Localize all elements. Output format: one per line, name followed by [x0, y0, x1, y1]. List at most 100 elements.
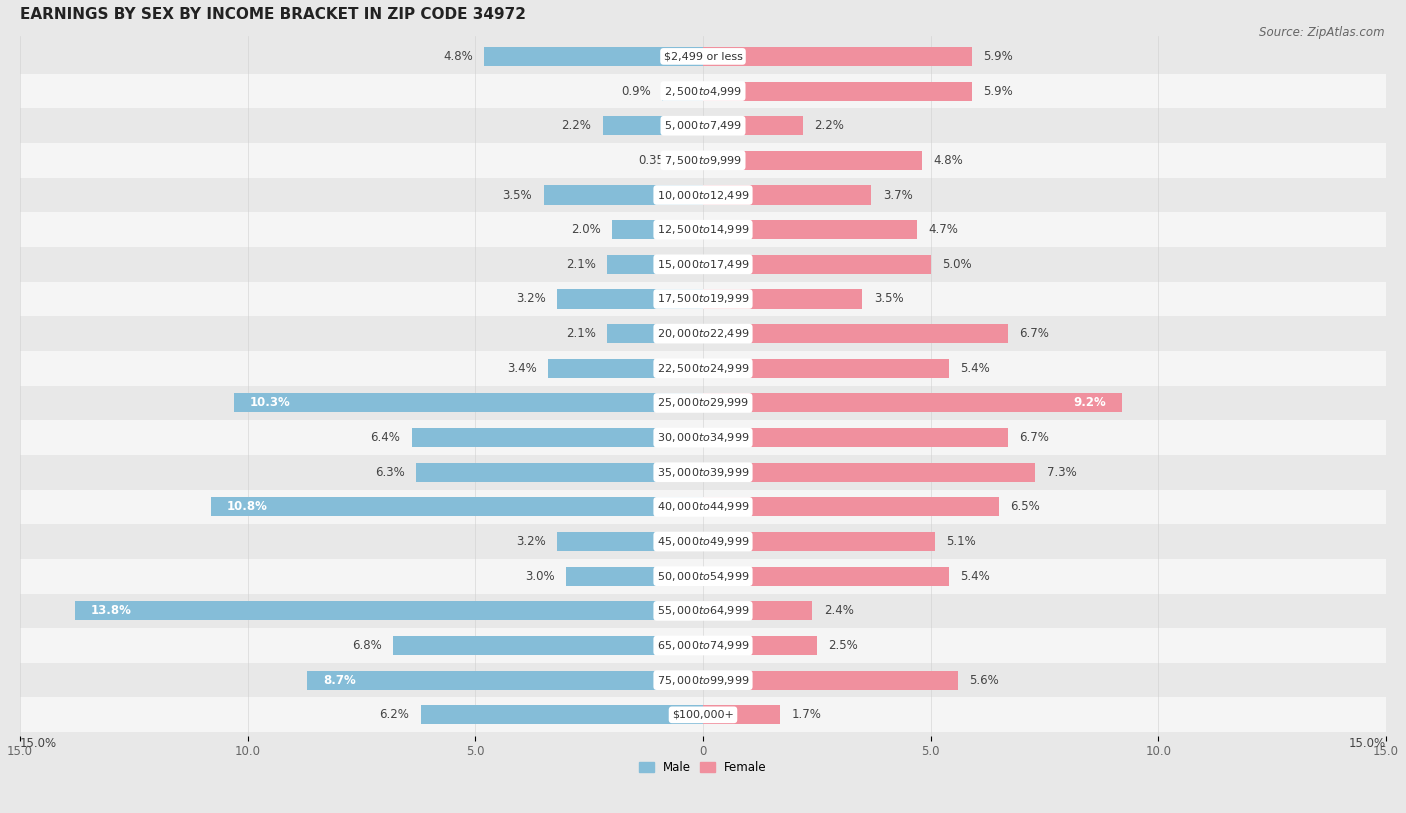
Text: $7,500 to $9,999: $7,500 to $9,999 [664, 154, 742, 167]
Bar [20, 559, 1386, 593]
Bar [20, 628, 1386, 663]
Bar [703, 81, 972, 101]
Bar [703, 151, 921, 170]
Text: 6.2%: 6.2% [380, 708, 409, 721]
Text: 3.0%: 3.0% [526, 570, 555, 583]
Text: 6.4%: 6.4% [370, 431, 401, 444]
Text: $30,000 to $34,999: $30,000 to $34,999 [657, 431, 749, 444]
Text: 15.0%: 15.0% [20, 737, 58, 750]
Bar [20, 455, 1386, 489]
Bar [557, 289, 703, 308]
Text: 2.5%: 2.5% [828, 639, 858, 652]
Text: $100,000+: $100,000+ [672, 710, 734, 720]
Text: 3.2%: 3.2% [516, 293, 546, 306]
Text: $2,500 to $4,999: $2,500 to $4,999 [664, 85, 742, 98]
Legend: Male, Female: Male, Female [634, 756, 772, 779]
Text: 5.0%: 5.0% [942, 258, 972, 271]
Bar [20, 316, 1386, 351]
Bar [20, 212, 1386, 247]
Text: 6.5%: 6.5% [1011, 501, 1040, 513]
Text: EARNINGS BY SEX BY INCOME BRACKET IN ZIP CODE 34972: EARNINGS BY SEX BY INCOME BRACKET IN ZIP… [20, 7, 526, 22]
Text: 4.7%: 4.7% [928, 224, 959, 236]
Text: 1.7%: 1.7% [792, 708, 821, 721]
Text: 3.7%: 3.7% [883, 189, 912, 202]
Text: $10,000 to $12,499: $10,000 to $12,499 [657, 189, 749, 202]
Text: 13.8%: 13.8% [90, 604, 131, 617]
Text: $75,000 to $99,999: $75,000 to $99,999 [657, 674, 749, 687]
Text: 6.8%: 6.8% [353, 639, 382, 652]
Text: 3.5%: 3.5% [873, 293, 904, 306]
Text: $2,499 or less: $2,499 or less [664, 51, 742, 62]
Bar [703, 185, 872, 205]
Bar [544, 185, 703, 205]
Text: 7.3%: 7.3% [1047, 466, 1077, 479]
Bar [662, 81, 703, 101]
Bar [703, 498, 1000, 516]
Bar [20, 420, 1386, 455]
Text: $25,000 to $29,999: $25,000 to $29,999 [657, 397, 749, 410]
Text: $55,000 to $64,999: $55,000 to $64,999 [657, 604, 749, 617]
Bar [485, 47, 703, 66]
Bar [703, 532, 935, 551]
Bar [703, 324, 1008, 343]
Bar [703, 671, 957, 689]
Text: 2.4%: 2.4% [824, 604, 853, 617]
Text: 6.3%: 6.3% [375, 466, 405, 479]
Bar [688, 151, 703, 170]
Text: $20,000 to $22,499: $20,000 to $22,499 [657, 327, 749, 340]
Text: $12,500 to $14,999: $12,500 to $14,999 [657, 224, 749, 236]
Bar [20, 108, 1386, 143]
Bar [703, 428, 1008, 447]
Bar [703, 47, 972, 66]
Text: $45,000 to $49,999: $45,000 to $49,999 [657, 535, 749, 548]
Text: 5.9%: 5.9% [983, 50, 1012, 63]
Bar [703, 393, 1122, 412]
Bar [75, 602, 703, 620]
Text: 10.8%: 10.8% [228, 501, 269, 513]
Text: 2.1%: 2.1% [567, 258, 596, 271]
Text: 10.3%: 10.3% [250, 397, 291, 410]
Bar [703, 636, 817, 655]
Bar [557, 532, 703, 551]
Text: Source: ZipAtlas.com: Source: ZipAtlas.com [1260, 26, 1385, 39]
Bar [607, 254, 703, 274]
Text: 4.8%: 4.8% [934, 154, 963, 167]
Text: 6.7%: 6.7% [1019, 431, 1049, 444]
Bar [20, 143, 1386, 178]
Bar [20, 39, 1386, 74]
Text: $22,500 to $24,999: $22,500 to $24,999 [657, 362, 749, 375]
Bar [20, 351, 1386, 385]
Bar [703, 463, 1035, 482]
Bar [567, 567, 703, 585]
Bar [211, 498, 703, 516]
Text: $15,000 to $17,499: $15,000 to $17,499 [657, 258, 749, 271]
Bar [20, 698, 1386, 733]
Bar [703, 706, 780, 724]
Text: 5.6%: 5.6% [969, 674, 1000, 687]
Bar [394, 636, 703, 655]
Bar [20, 524, 1386, 559]
Bar [307, 671, 703, 689]
Text: 6.7%: 6.7% [1019, 327, 1049, 340]
Bar [703, 602, 813, 620]
Bar [20, 247, 1386, 281]
Text: 2.0%: 2.0% [571, 224, 600, 236]
Text: 0.35%: 0.35% [638, 154, 676, 167]
Text: 2.1%: 2.1% [567, 327, 596, 340]
Bar [603, 116, 703, 135]
Text: 0.9%: 0.9% [621, 85, 651, 98]
Bar [703, 567, 949, 585]
Bar [607, 324, 703, 343]
Bar [233, 393, 703, 412]
Bar [20, 74, 1386, 108]
Text: 4.8%: 4.8% [443, 50, 472, 63]
Text: 3.4%: 3.4% [508, 362, 537, 375]
Bar [548, 359, 703, 378]
Bar [612, 220, 703, 239]
Bar [20, 593, 1386, 628]
Text: 15.0%: 15.0% [1348, 737, 1386, 750]
Bar [20, 663, 1386, 698]
Text: $17,500 to $19,999: $17,500 to $19,999 [657, 293, 749, 306]
Text: 5.4%: 5.4% [960, 570, 990, 583]
Bar [703, 289, 862, 308]
